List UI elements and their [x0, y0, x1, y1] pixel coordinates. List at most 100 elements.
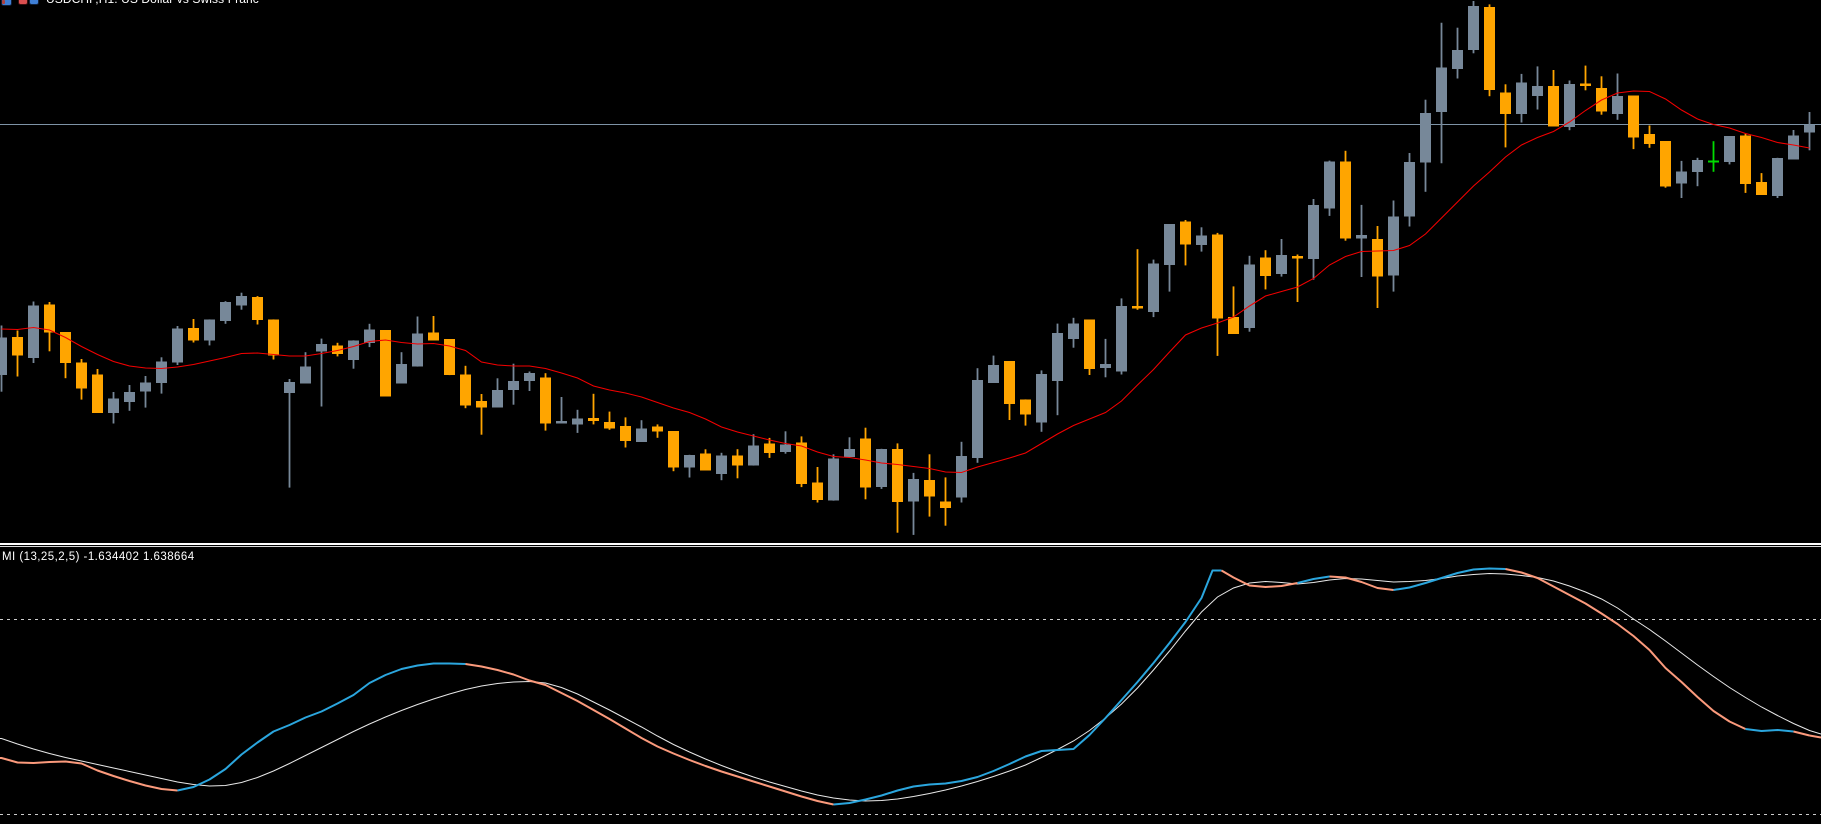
- candle-bear: [540, 373, 551, 431]
- candle-bull: [972, 368, 983, 463]
- candle-body: [1772, 157, 1783, 196]
- candle-bull: [300, 352, 311, 384]
- ma-red-line: [1, 90, 1810, 474]
- candle-body: [924, 480, 935, 497]
- candle-bear: [1660, 141, 1671, 188]
- candle-body: [732, 455, 743, 466]
- candle-body: [1708, 160, 1719, 163]
- candle-body: [1660, 141, 1671, 187]
- candle-bull: [236, 292, 247, 310]
- candle-bear: [1580, 65, 1591, 91]
- candle-body: [1388, 216, 1399, 276]
- smi-main-up: [1393, 567, 1506, 591]
- candle-bull: [908, 472, 919, 535]
- candle-bull: [1052, 323, 1063, 416]
- candle-bear: [1740, 133, 1751, 193]
- candle-bull: [508, 363, 519, 405]
- candle-bear: [12, 330, 23, 377]
- candle-body: [1308, 204, 1319, 260]
- candle-bull: [1164, 224, 1175, 292]
- sell-button-icon[interactable]: [17, 0, 28, 5]
- candle-bear: [924, 454, 935, 517]
- candle-body: [956, 456, 967, 498]
- candle-bull: [316, 338, 327, 407]
- candle-body: [60, 332, 71, 364]
- candle-bull: [284, 379, 295, 488]
- candle-body: [1468, 5, 1479, 51]
- candle-bear: [268, 319, 279, 360]
- candle-bull: [108, 392, 119, 424]
- candle-body: [140, 382, 151, 392]
- candle-bear: [1020, 399, 1031, 426]
- candle-bull: [1452, 27, 1463, 79]
- candle-bull: [780, 431, 791, 454]
- smi-main-down: [1793, 730, 1810, 737]
- candle-body: [812, 482, 823, 500]
- candle-bull: [716, 452, 727, 481]
- candle-bear: [460, 365, 471, 409]
- candle-bull: [1276, 239, 1287, 277]
- candle-body: [316, 344, 327, 352]
- candle-body: [940, 501, 951, 508]
- candle-bull: [1436, 22, 1447, 164]
- candle-bull: [636, 420, 647, 442]
- smi-main-up: [177, 662, 466, 792]
- candle-body: [1036, 373, 1047, 423]
- candle-body: [300, 366, 311, 384]
- indicator-label[interactable]: MI (13,25,2,5) -1.634402 1.638664: [2, 551, 195, 563]
- candle-bear: [860, 427, 871, 500]
- candle-body: [1692, 160, 1703, 172]
- candle-body: [1132, 306, 1143, 309]
- candle-bull: [1468, 1, 1479, 54]
- candle-body: [204, 319, 215, 341]
- pane-separator-inner: [0, 546, 1821, 547]
- candle-body: [476, 401, 487, 408]
- candle-bear: [796, 436, 807, 488]
- candle-bull: [876, 448, 887, 489]
- candle-body: [1228, 317, 1239, 334]
- candle-body: [1740, 135, 1751, 184]
- candle-body: [44, 304, 55, 333]
- candle-bull: [348, 340, 359, 369]
- smi-main-up: [833, 569, 1222, 806]
- candle-body: [780, 444, 791, 452]
- candle-bear: [668, 431, 679, 472]
- candle-body: [364, 329, 375, 343]
- candle-bull: [556, 397, 567, 424]
- candle-body: [92, 374, 103, 413]
- candle-body: [1004, 361, 1015, 405]
- candle-body: [1628, 95, 1639, 138]
- candle-bull: [828, 454, 839, 501]
- candle-bear: [476, 394, 487, 435]
- smi-signal-line: [0, 572, 1821, 802]
- candle-bear: [1084, 319, 1095, 375]
- candle-bear: [1548, 70, 1559, 127]
- candle-body: [12, 337, 23, 356]
- candle-body: [988, 364, 999, 383]
- candle-bear: [1292, 254, 1303, 302]
- smi-main-down: [1505, 568, 1746, 730]
- candle-body: [1052, 332, 1063, 381]
- candle-bear: [812, 467, 823, 503]
- candle-bull: [1420, 99, 1431, 192]
- candle-body: [892, 448, 903, 502]
- candle-body: [508, 381, 519, 391]
- candle-body: [540, 377, 551, 424]
- candle-body: [1788, 135, 1799, 160]
- candle-body: [412, 333, 423, 367]
- candle-body: [1420, 112, 1431, 163]
- candle-bear: [1132, 249, 1143, 310]
- pane-separator-main[interactable]: [0, 543, 1821, 545]
- candle-body: [1164, 224, 1175, 265]
- buy-button-icon[interactable]: [28, 0, 39, 5]
- candle-bull: [524, 371, 535, 391]
- candle-bull: [124, 385, 135, 411]
- candle-bear: [92, 369, 103, 413]
- candle-bull: [1388, 200, 1399, 292]
- candle-bear: [60, 332, 71, 379]
- candle-body: [156, 361, 167, 383]
- candle-bull: [748, 434, 759, 466]
- candle-body: [588, 418, 599, 422]
